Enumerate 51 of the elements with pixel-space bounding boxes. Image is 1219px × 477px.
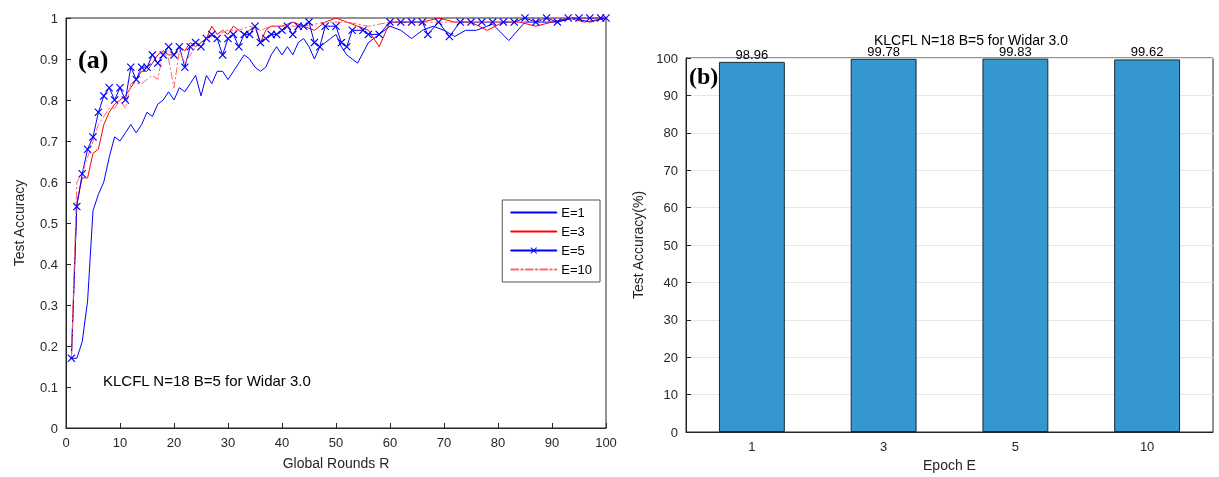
y-tick-label: 50	[663, 237, 678, 253]
x-tick-label: 50	[328, 435, 344, 450]
x-tick-label: 70	[436, 435, 452, 450]
x-tick-label: 0	[62, 435, 70, 450]
y-tick-label: 70	[663, 162, 678, 178]
y-tick-label: 0.8	[39, 92, 58, 108]
x-tick-label: 100	[595, 435, 617, 450]
y-tick-label: 0	[670, 424, 678, 440]
y-tick-label: 0.4	[39, 256, 58, 272]
y-tick-label: 0.3	[39, 297, 58, 313]
y-tick-label: 10	[663, 387, 678, 403]
y-tick-label: 0.9	[39, 51, 58, 67]
x-tick-label: 1	[748, 439, 756, 454]
x-tick-label: 80	[490, 435, 506, 450]
annotation: KLCFL N=18 B=5 for Widar 3.0	[103, 372, 311, 389]
y-tick-label: 60	[663, 200, 678, 216]
x-axis-title: Global Rounds R	[282, 455, 390, 471]
x-tick-label: 10	[112, 435, 128, 450]
y-tick-label: 30	[663, 312, 678, 328]
annotation: (b)	[689, 63, 719, 89]
data-label: 99.62	[1130, 44, 1164, 60]
x-tick-label: 3	[880, 439, 888, 454]
y-tick-label: 40	[663, 274, 678, 290]
y-tick-label: 0.2	[39, 338, 58, 354]
y-tick-label: 100	[656, 50, 678, 66]
annotation: (a)	[78, 44, 109, 74]
chart-title: KLCFL N=18 B=5 for Widar 3.0	[873, 32, 1069, 48]
y-tick-label: 0.6	[39, 174, 58, 190]
x-tick-label: 90	[544, 435, 560, 450]
y-tick-label: 20	[663, 349, 678, 365]
y-tick-label: 90	[663, 87, 678, 103]
legend-label: E=3	[561, 224, 585, 239]
y-tick-label: 0.5	[39, 215, 58, 231]
y-tick-label: 0.1	[39, 379, 58, 395]
data-label: 98.96	[735, 46, 769, 62]
x-tick-label: 10	[1139, 439, 1155, 454]
y-tick-label: 0.7	[39, 133, 58, 149]
x-tick-label: 20	[166, 435, 182, 450]
y-axis-title: Test Accuracy	[11, 179, 27, 267]
legend-label: E=10	[561, 262, 593, 277]
legend-label: E=1	[561, 205, 585, 220]
y-tick-label: 80	[663, 125, 678, 141]
y-axis-title: Test Accuracy(%)	[630, 190, 647, 300]
x-tick-label: 60	[382, 435, 398, 450]
x-tick-label: 30	[220, 435, 236, 450]
legend-label: E=5	[561, 243, 585, 258]
x-axis-title: Epoch E	[923, 457, 976, 473]
x-tick-label: 5	[1011, 439, 1019, 454]
x-tick-label: 40	[274, 435, 290, 450]
y-tick-label: 1	[50, 10, 58, 26]
y-tick-label: 0	[50, 420, 58, 436]
